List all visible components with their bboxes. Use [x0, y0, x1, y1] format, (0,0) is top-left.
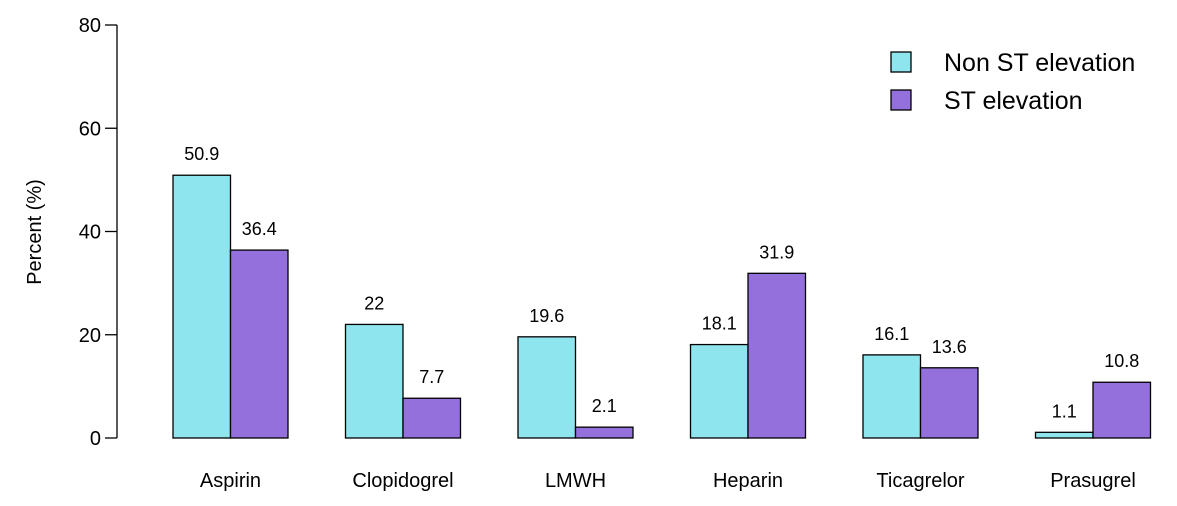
bar-st-clopidogrel: [402, 397, 462, 439]
bar-st-prasugrel: [1092, 381, 1152, 439]
bar-non-st-ticagrelor: [862, 354, 922, 439]
y-axis: 0 20 40 60 80: [79, 15, 118, 450]
data-label: 22: [364, 293, 384, 313]
bar-st-heparin: [747, 272, 807, 439]
legend-label: ST elevation: [944, 87, 1083, 115]
data-label: 13.6: [932, 337, 967, 357]
bar-non-st-prasugrel: [1034, 431, 1094, 439]
y-tick-label: 60: [79, 118, 101, 140]
bar-non-st-aspirin: [172, 174, 232, 439]
data-label: 50.9: [184, 144, 219, 164]
x-tick-label: LMWH: [545, 470, 606, 492]
y-tick-label: 20: [79, 325, 101, 347]
x-tick-label: Aspirin: [200, 470, 261, 492]
data-label: 19.6: [529, 306, 564, 326]
data-label: 7.7: [419, 367, 444, 387]
y-tick-label: 0: [90, 428, 101, 450]
data-label: 16.1: [874, 324, 909, 344]
data-label: 18.1: [702, 314, 737, 334]
data-label: 36.4: [242, 219, 277, 239]
value-labels: 50.9 36.4 22 7.7 19.6 2.1 18.1 31.9 16.1 13.6 1.1 1…: [184, 144, 1139, 421]
data-label: 31.9: [759, 242, 794, 262]
legend: Non ST elevation ST elevation: [890, 49, 1135, 115]
legend-swatch: [890, 89, 912, 111]
data-label: 10.8: [1104, 351, 1139, 371]
bar-st-ticagrelor: [919, 367, 979, 439]
data-label: 1.1: [1052, 401, 1077, 421]
y-axis-label: Percent (%): [24, 179, 46, 285]
bar-non-st-lmwh: [517, 336, 577, 439]
x-tick-label: Ticagrelor: [876, 470, 965, 492]
x-tick-label: Heparin: [713, 470, 783, 492]
legend-swatch: [890, 51, 912, 73]
x-tick-label: Clopidogrel: [352, 470, 453, 492]
bar-non-st-clopidogrel: [344, 323, 404, 439]
bars: [172, 174, 1152, 439]
bar-st-lmwh: [574, 426, 634, 439]
legend-label: Non ST elevation: [944, 49, 1135, 77]
x-tick-labels: Aspirin Clopidogrel LMWH Heparin Ticagrelor P…: [200, 470, 1136, 492]
data-label: 2.1: [592, 396, 617, 416]
bar-non-st-heparin: [689, 343, 749, 439]
bar-st-aspirin: [229, 249, 289, 439]
y-tick-label: 80: [79, 15, 101, 37]
y-tick-label: 40: [79, 222, 101, 244]
x-tick-label: Prasugrel: [1050, 470, 1136, 492]
